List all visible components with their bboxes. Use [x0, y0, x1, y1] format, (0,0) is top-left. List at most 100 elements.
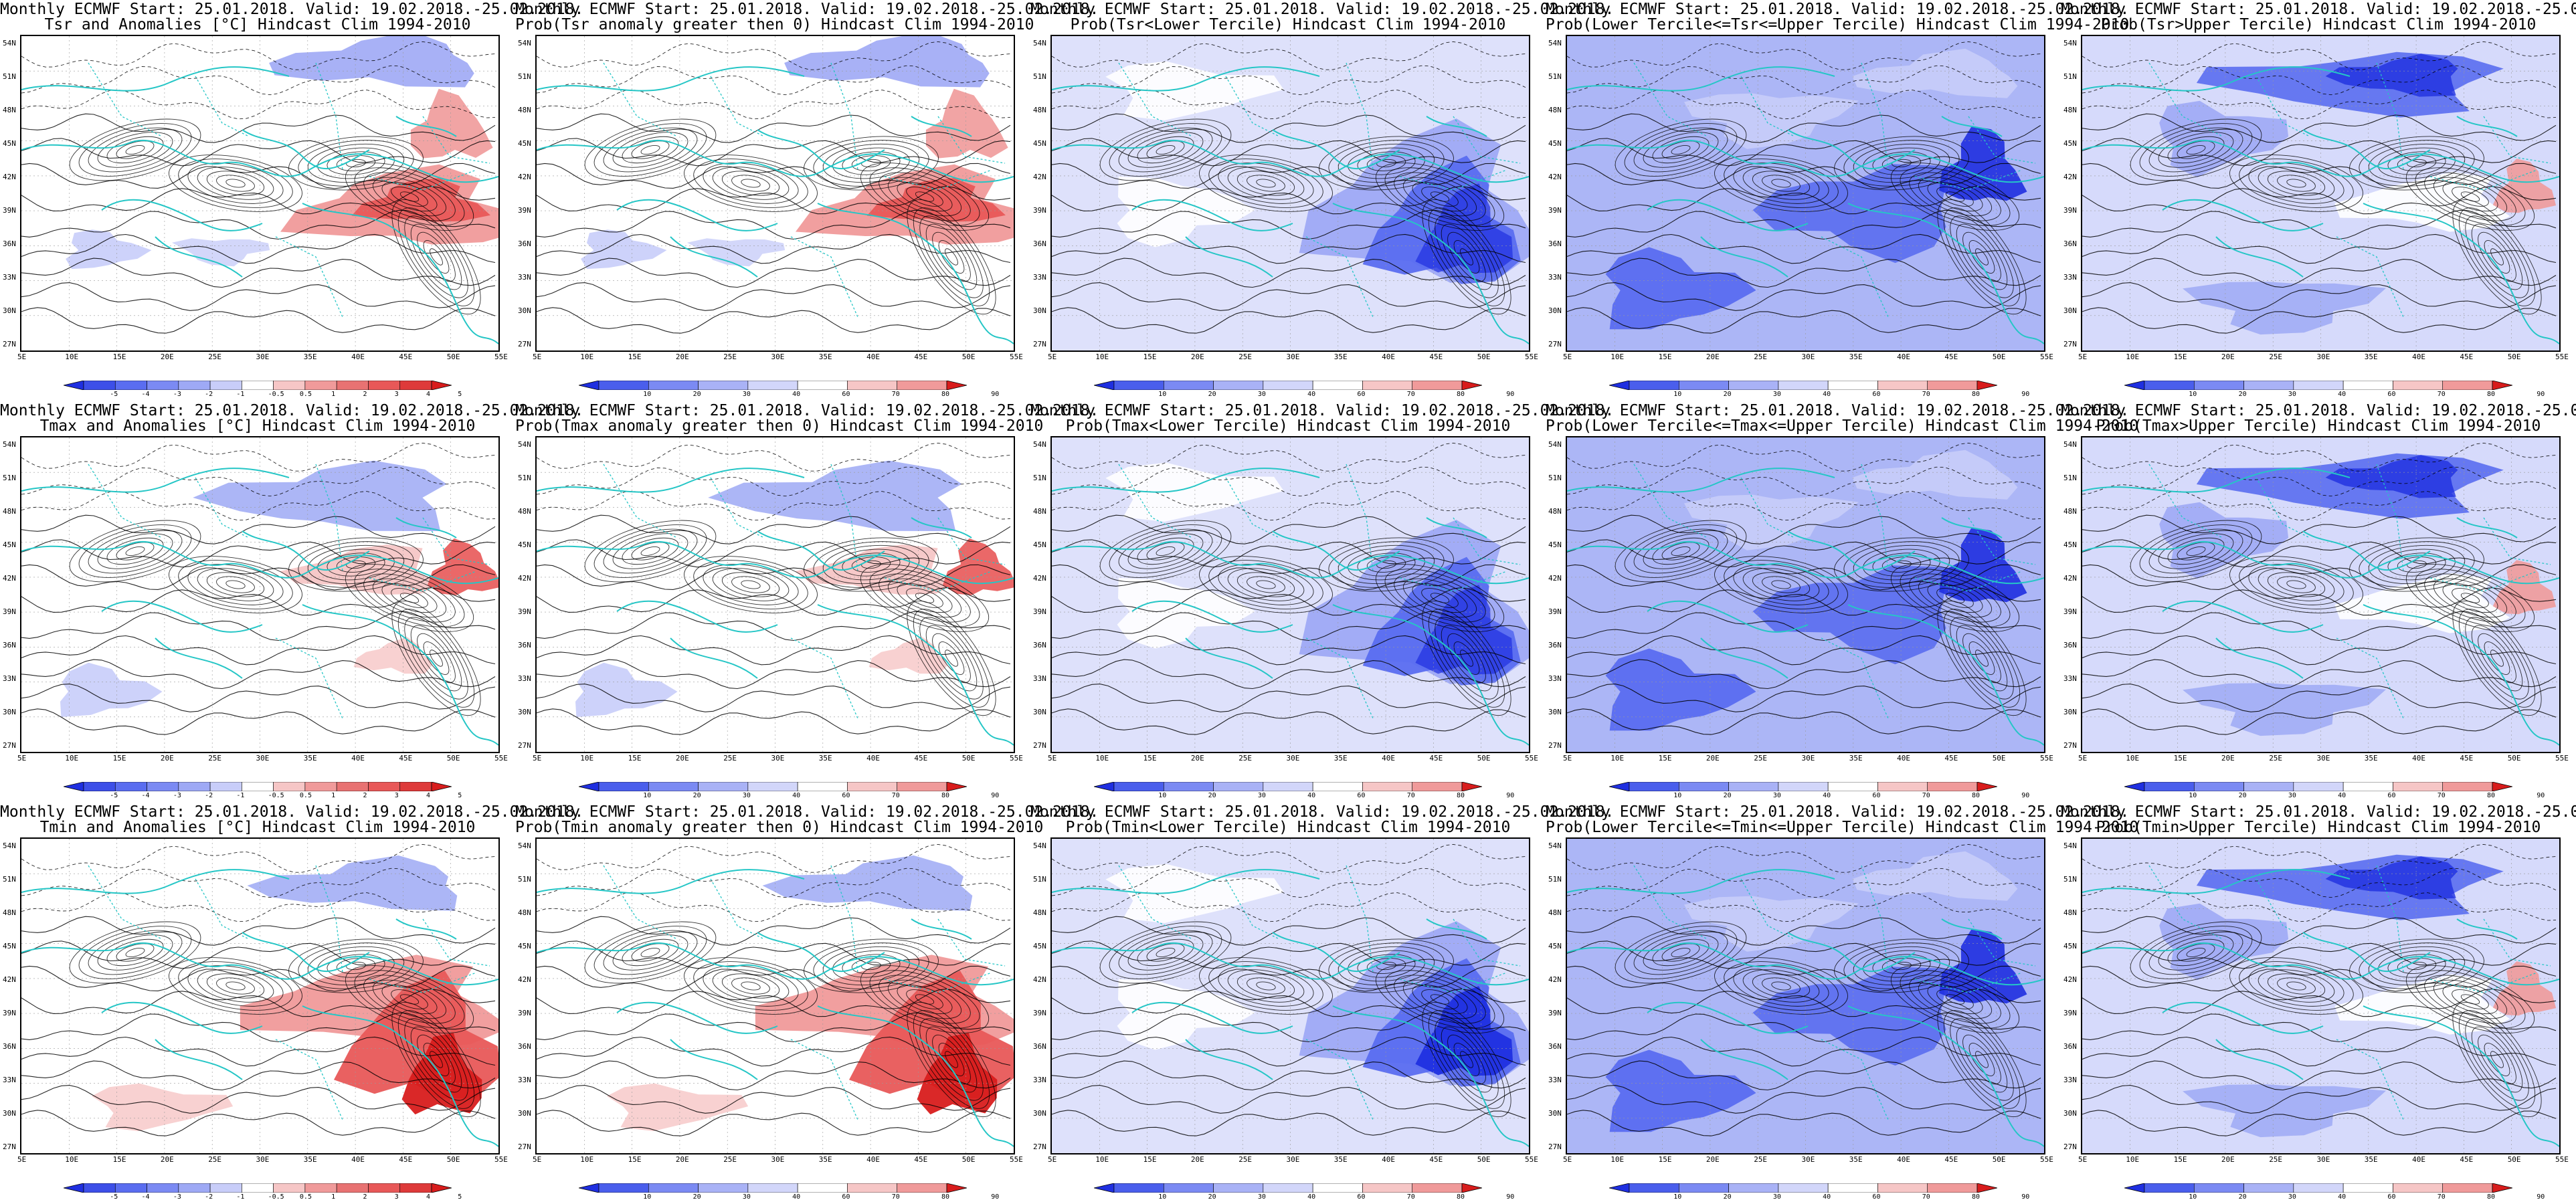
latitude-label: 48N	[518, 507, 531, 516]
latitude-label: 33N	[518, 1076, 531, 1084]
colorbar-label: 60	[842, 391, 850, 398]
longitude-label: 10E	[65, 1155, 79, 1164]
latitude-label: 42N	[518, 975, 531, 984]
latitude-label: 42N	[3, 975, 16, 984]
longitude-label: 55E	[494, 1155, 508, 1164]
longitude-label: 30E	[1286, 754, 1300, 763]
longitude-label: 45E	[1429, 1155, 1443, 1164]
contour-lines	[537, 442, 1011, 735]
map-panel-p03: Monthly ECMWF Start: 25.01.2018. Valid: …	[1546, 0, 2129, 401]
longitude-label: 5E	[1048, 353, 1057, 361]
longitude-label: 40E	[866, 1155, 880, 1164]
longitude-label: 25E	[723, 353, 737, 361]
coastline	[1567, 865, 2044, 1147]
colorbar-label: 80	[941, 792, 950, 799]
contour-lines	[2082, 41, 2557, 334]
colorbar-label: 90	[991, 1193, 1000, 1201]
latitude-label: 27N	[2063, 340, 2077, 348]
probability-area	[1852, 851, 2018, 901]
latitude-label: 30N	[2063, 708, 2077, 716]
longitude-label: 5E	[17, 754, 27, 763]
map-panel-p12: Monthly ECMWF Start: 25.01.2018. Valid: …	[1030, 401, 1614, 803]
map-area	[535, 436, 1015, 753]
latitude-label: 33N	[1033, 1076, 1046, 1084]
latitude-label: 33N	[1033, 273, 1046, 282]
latitude-label: 36N	[1033, 641, 1046, 649]
contour-lines	[21, 41, 496, 334]
probability-area	[1852, 449, 2018, 500]
colorbar-label: -4	[141, 1193, 150, 1201]
low-probability-area	[2334, 573, 2510, 633]
colorbar-label: 80	[2487, 391, 2496, 398]
longitude-label: 10E	[1611, 754, 1625, 763]
graticule	[1567, 839, 2044, 1153]
panel-title: Monthly ECMWF Start: 25.01.2018. Valid: …	[2061, 1, 2576, 18]
latitude-label: 30N	[1548, 1109, 1562, 1118]
colorbar-label: 20	[693, 792, 701, 799]
latitude-label: 42N	[518, 173, 531, 181]
latitude-label: 51N	[2063, 72, 2077, 81]
longitude-label: 55E	[1010, 353, 1023, 361]
low-probability-area	[2334, 171, 2510, 232]
panel-title: Monthly ECMWF Start: 25.01.2018. Valid: …	[2061, 402, 2576, 419]
latitude-label: 36N	[3, 239, 16, 248]
longitude-label: 20E	[675, 353, 689, 361]
latitude-label: 27N	[3, 340, 16, 348]
latitude-label: 36N	[2063, 239, 2077, 248]
latitude-label: 39N	[1548, 607, 1562, 616]
contour-lines	[537, 843, 1011, 1136]
colorbar-label: 70	[1922, 792, 1930, 799]
longitude-label: 40E	[1897, 754, 1910, 763]
latitude-label: 39N	[2063, 206, 2077, 215]
longitude-label: 55E	[494, 754, 508, 763]
latitude-label: 36N	[1033, 1042, 1046, 1051]
longitude-label: 20E	[675, 1155, 689, 1164]
latitude-label: 27N	[1033, 1142, 1046, 1151]
colorbar-label: 80	[941, 1193, 950, 1201]
latitude-label: 51N	[518, 72, 531, 81]
low-probability-area	[1105, 61, 1284, 120]
latitude-label: 45N	[2063, 139, 2077, 148]
colorbar-label: -0.5	[268, 1193, 284, 1201]
colorbar-label: 4	[426, 391, 431, 398]
longitude-label: 40E	[351, 754, 365, 763]
longitude-label: 20E	[1190, 1155, 1204, 1164]
latitude-label: 51N	[1033, 72, 1046, 81]
longitude-label: 35E	[303, 1155, 317, 1164]
latitude-label: 54N	[3, 841, 16, 850]
panel-subtitle: Prob(Tmin anomaly greater then 0) Hindca…	[515, 819, 1044, 836]
coastline	[537, 464, 1014, 746]
longitude-label: 25E	[1754, 754, 1768, 763]
longitude-label: 45E	[1944, 1155, 1958, 1164]
colorbar-label: 2	[363, 792, 367, 799]
longitude-label: 30E	[1801, 754, 1815, 763]
graticule	[2082, 437, 2559, 752]
map-panel-p14: Monthly ECMWF Start: 25.01.2018. Valid: …	[2061, 401, 2576, 803]
latitude-label: 45N	[1033, 139, 1046, 148]
colorbar-label: 60	[1872, 792, 1881, 799]
longitude-label: 15E	[628, 1155, 642, 1164]
colorbar-label: 0.5	[299, 1193, 312, 1201]
latitude-label: 39N	[518, 206, 531, 215]
map-area	[20, 837, 500, 1155]
latitude-label: 48N	[3, 507, 16, 516]
colorbar-label: 30	[2288, 391, 2296, 398]
panel-title: Monthly ECMWF Start: 25.01.2018. Valid: …	[515, 803, 1099, 821]
colorbar-label: 2	[363, 391, 367, 398]
colorbar-label: 80	[1972, 1193, 1981, 1201]
longitude-label: 25E	[208, 754, 222, 763]
colorbar-label: 0.5	[299, 792, 312, 799]
latitude-label: 42N	[1033, 574, 1046, 583]
latitude-label: 48N	[518, 106, 531, 114]
longitude-label: 55E	[1010, 754, 1023, 763]
colorbar-label: 20	[1723, 792, 1732, 799]
panel-subtitle: Prob(Tmin<Lower Tercile) Hindcast Clim 1…	[1065, 819, 1511, 836]
longitude-label: 15E	[112, 1155, 126, 1164]
map-svg	[1567, 839, 2044, 1153]
longitude-label: 5E	[1563, 754, 1572, 763]
colorbar-label: 40	[2338, 1193, 2347, 1201]
warm-anomaly-area	[868, 637, 947, 674]
latitude-label: 33N	[2063, 674, 2077, 683]
warm-probability-area	[2492, 159, 2557, 213]
